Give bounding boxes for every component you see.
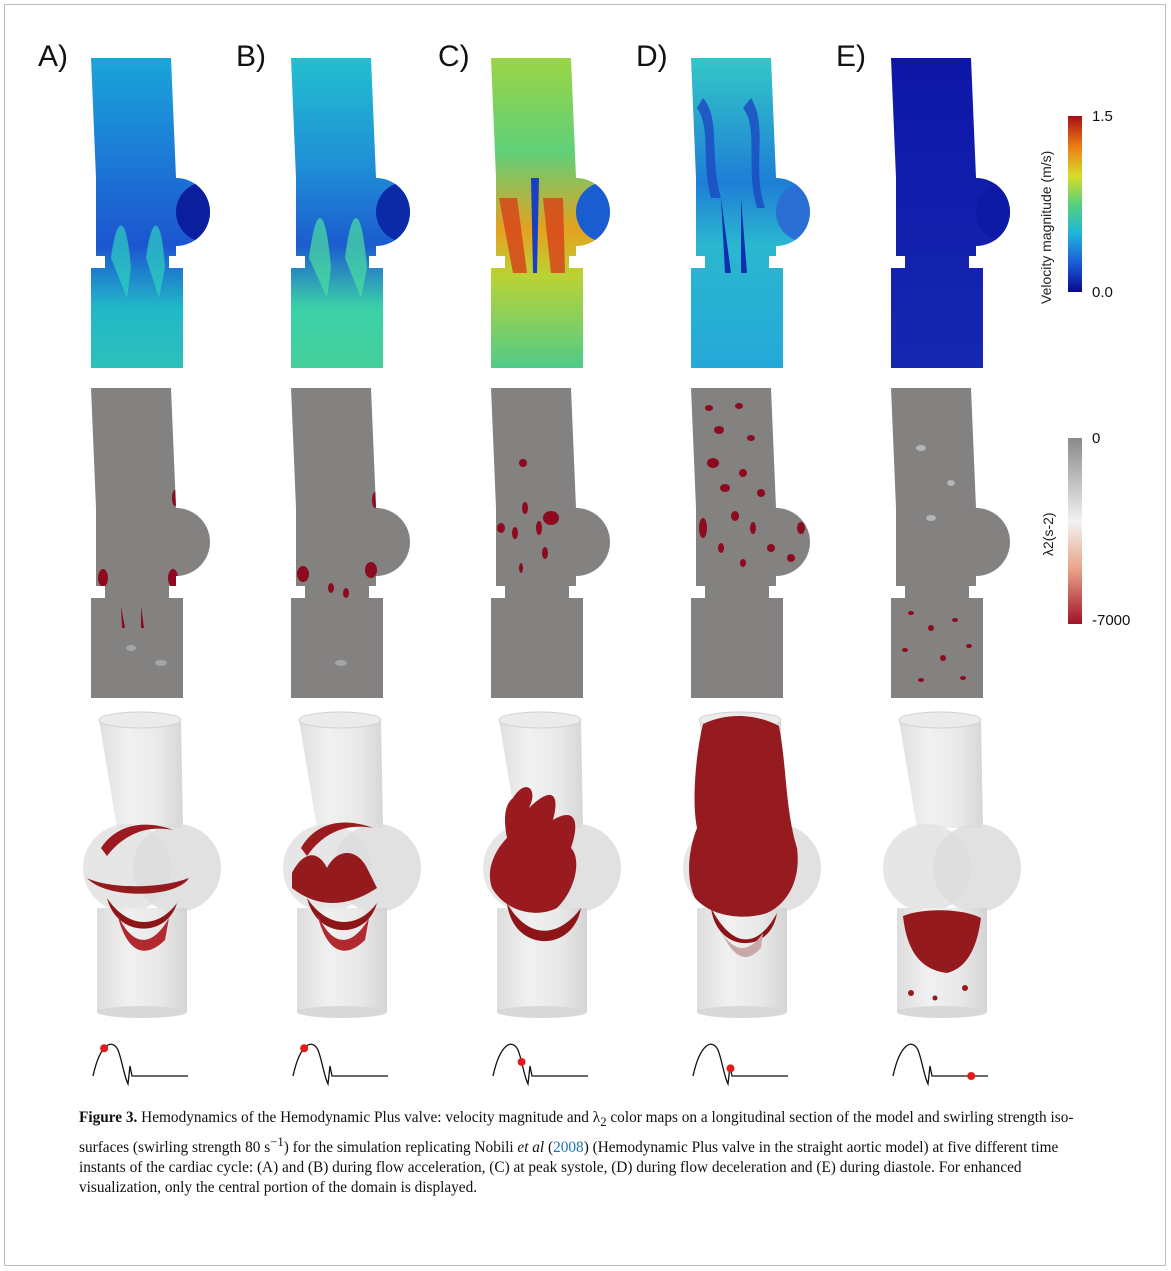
- phase-marker-dot: [967, 1072, 976, 1080]
- caption-citation-link[interactable]: 2008: [553, 1139, 584, 1157]
- velocity-min-label: 0.0: [1092, 284, 1113, 301]
- figure-frame: [4, 4, 1166, 1266]
- figure-caption: Figure 3. Hemodynamics of the Hemodynami…: [79, 1108, 1089, 1198]
- phase-marker-dot: [100, 1044, 109, 1053]
- caption-text-2: color maps on a longitudinal section of …: [79, 1109, 1074, 1157]
- caption-text-5: ) (Hemodynamic Plus valve in the straigh…: [79, 1139, 1059, 1197]
- panel-label-a: A): [38, 40, 68, 73]
- caption-text-1: Hemodynamics of the Hemodynamic Plus val…: [137, 1109, 601, 1126]
- velocity-map-b: [291, 58, 421, 370]
- cardiac-cycle-e: [888, 1036, 998, 1088]
- caption-subscript: 2: [600, 1115, 607, 1130]
- panel-label-d: D): [636, 40, 668, 73]
- isosurface-d: [677, 708, 827, 1018]
- lambda2-map-e: [891, 388, 1021, 700]
- isosurface-b: [277, 708, 427, 1018]
- cardiac-cycle-c: [488, 1036, 598, 1088]
- velocity-colorbar-title: Velocity magnitude (m/s): [1038, 150, 1054, 304]
- isosurface-e: [877, 708, 1027, 1018]
- velocity-map-d: [691, 58, 821, 370]
- lambda2-map-d: [691, 388, 821, 700]
- velocity-map-e: [891, 58, 1021, 370]
- lambda2-map-a: [91, 388, 221, 700]
- lambda2-map-c: [491, 388, 621, 700]
- cardiac-cycle-b: [288, 1036, 398, 1088]
- caption-text-4: (: [544, 1139, 554, 1157]
- lambda2-max-label: 0: [1092, 430, 1101, 447]
- phase-marker-dot: [300, 1044, 309, 1053]
- cardiac-cycle-d: [688, 1036, 798, 1088]
- velocity-max-label: 1.5: [1092, 108, 1113, 125]
- lambda2-min-label: -7000: [1092, 612, 1131, 629]
- panel-label-c: C): [438, 40, 470, 73]
- panel-label-e: E): [836, 40, 866, 73]
- caption-label: Figure 3.: [79, 1109, 138, 1126]
- panel-label-b: B): [236, 40, 266, 73]
- lambda2-map-b: [291, 388, 421, 700]
- caption-et-al: et al: [517, 1139, 545, 1157]
- phase-marker-dot: [517, 1057, 526, 1066]
- lambda2-colorbar: [1068, 438, 1082, 624]
- lambda2-colorbar-title: λ2(s-2): [1040, 512, 1056, 556]
- isosurface-c: [477, 708, 627, 1018]
- phase-marker-dot: [726, 1064, 735, 1073]
- velocity-map-c: [491, 58, 621, 370]
- velocity-colorbar: [1068, 116, 1082, 292]
- caption-superscript: −1: [270, 1135, 284, 1150]
- velocity-map-a: [91, 58, 221, 370]
- isosurface-a: [77, 708, 227, 1018]
- caption-text-3: ) for the simulation replicating Nobili: [283, 1139, 518, 1157]
- cardiac-cycle-a: [88, 1036, 198, 1088]
